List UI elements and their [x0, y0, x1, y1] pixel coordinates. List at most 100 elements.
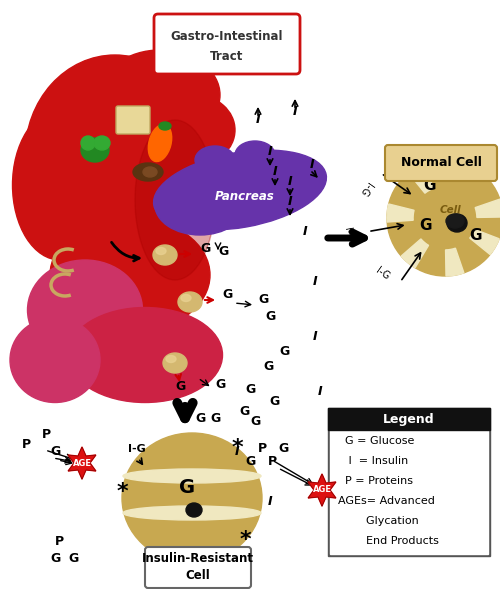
Text: I: I — [256, 113, 260, 126]
Text: G: G — [240, 405, 250, 418]
Text: G: G — [270, 395, 280, 408]
Text: G: G — [175, 380, 185, 393]
FancyBboxPatch shape — [154, 14, 300, 74]
FancyBboxPatch shape — [385, 145, 497, 181]
Text: I: I — [272, 165, 278, 178]
Ellipse shape — [235, 141, 275, 169]
Text: G: G — [179, 478, 195, 497]
Text: AGE: AGE — [72, 458, 92, 468]
Polygon shape — [308, 474, 336, 506]
Polygon shape — [68, 447, 96, 479]
Text: I-G: I-G — [374, 266, 391, 282]
Ellipse shape — [154, 150, 326, 230]
Ellipse shape — [25, 55, 205, 255]
Ellipse shape — [447, 214, 467, 232]
Text: P: P — [22, 438, 31, 451]
Ellipse shape — [166, 356, 176, 362]
Ellipse shape — [195, 146, 235, 174]
Ellipse shape — [178, 292, 202, 312]
Ellipse shape — [81, 136, 95, 150]
Ellipse shape — [262, 155, 298, 180]
Ellipse shape — [94, 136, 110, 150]
Text: Glycation: Glycation — [338, 516, 419, 526]
FancyBboxPatch shape — [116, 106, 150, 134]
Ellipse shape — [153, 245, 177, 265]
Text: *: * — [240, 530, 252, 550]
Text: I: I — [292, 105, 298, 118]
Text: P: P — [258, 442, 267, 455]
Text: Insulin-Resistant
Cell: Insulin-Resistant Cell — [142, 552, 254, 582]
Ellipse shape — [81, 138, 109, 162]
Text: G: G — [68, 552, 78, 565]
Text: I: I — [183, 412, 188, 425]
Ellipse shape — [68, 307, 222, 402]
Text: I: I — [310, 158, 314, 171]
Text: P: P — [55, 535, 64, 548]
Text: I: I — [318, 385, 322, 398]
Text: I-G: I-G — [128, 444, 146, 454]
Text: I: I — [235, 445, 240, 458]
Text: AGEs= Advanced: AGEs= Advanced — [338, 496, 435, 506]
Text: End Products: End Products — [338, 536, 439, 546]
Text: I: I — [268, 495, 272, 508]
Text: G: G — [278, 442, 288, 455]
Ellipse shape — [148, 124, 172, 161]
Bar — [330, 430, 488, 554]
Text: I-G: I-G — [342, 227, 354, 243]
Ellipse shape — [50, 217, 210, 333]
Ellipse shape — [163, 353, 187, 373]
Wedge shape — [387, 204, 414, 222]
Text: *: * — [231, 438, 243, 458]
Text: G: G — [218, 245, 228, 258]
Text: G: G — [424, 178, 436, 193]
Text: I-G: I-G — [357, 180, 374, 197]
Text: G: G — [280, 345, 290, 358]
Ellipse shape — [133, 163, 163, 181]
Text: I: I — [288, 175, 292, 188]
Text: Normal Cell: Normal Cell — [400, 157, 481, 170]
Bar — [328, 408, 490, 430]
Ellipse shape — [159, 122, 171, 130]
Text: P: P — [42, 428, 51, 441]
Text: Pancreas: Pancreas — [215, 190, 275, 204]
Text: G: G — [245, 383, 255, 396]
Ellipse shape — [122, 433, 262, 563]
Text: Gastro-Intestinal: Gastro-Intestinal — [171, 31, 283, 44]
Ellipse shape — [10, 317, 100, 402]
Text: G: G — [265, 310, 275, 323]
Ellipse shape — [186, 503, 202, 517]
Text: Cell: Cell — [439, 205, 461, 215]
Text: G: G — [258, 293, 268, 306]
Ellipse shape — [181, 294, 191, 302]
Text: G: G — [222, 288, 232, 301]
Ellipse shape — [143, 167, 157, 177]
Text: I  = Insulin: I = Insulin — [338, 456, 408, 466]
Text: G: G — [419, 218, 431, 233]
Ellipse shape — [123, 469, 261, 483]
Ellipse shape — [156, 247, 166, 254]
FancyBboxPatch shape — [145, 547, 251, 588]
Ellipse shape — [135, 120, 215, 280]
Wedge shape — [446, 248, 464, 276]
Circle shape — [387, 160, 500, 276]
Text: I: I — [312, 330, 318, 343]
Text: G: G — [250, 415, 260, 428]
Ellipse shape — [446, 214, 464, 228]
Ellipse shape — [155, 95, 235, 165]
Text: I: I — [288, 195, 292, 208]
Text: Tract: Tract — [210, 51, 244, 64]
Ellipse shape — [28, 260, 142, 360]
Ellipse shape — [295, 167, 325, 189]
Text: *: * — [116, 482, 128, 502]
Text: G: G — [195, 412, 205, 425]
Text: *: * — [180, 552, 192, 573]
Text: I: I — [312, 275, 318, 288]
Text: G: G — [50, 552, 60, 565]
Text: P: P — [268, 455, 277, 468]
Text: Legend: Legend — [383, 412, 435, 425]
Ellipse shape — [155, 175, 245, 235]
Text: G: G — [210, 412, 220, 425]
Text: G: G — [200, 242, 210, 255]
Text: G = Glucose: G = Glucose — [338, 436, 414, 446]
Wedge shape — [401, 239, 428, 268]
